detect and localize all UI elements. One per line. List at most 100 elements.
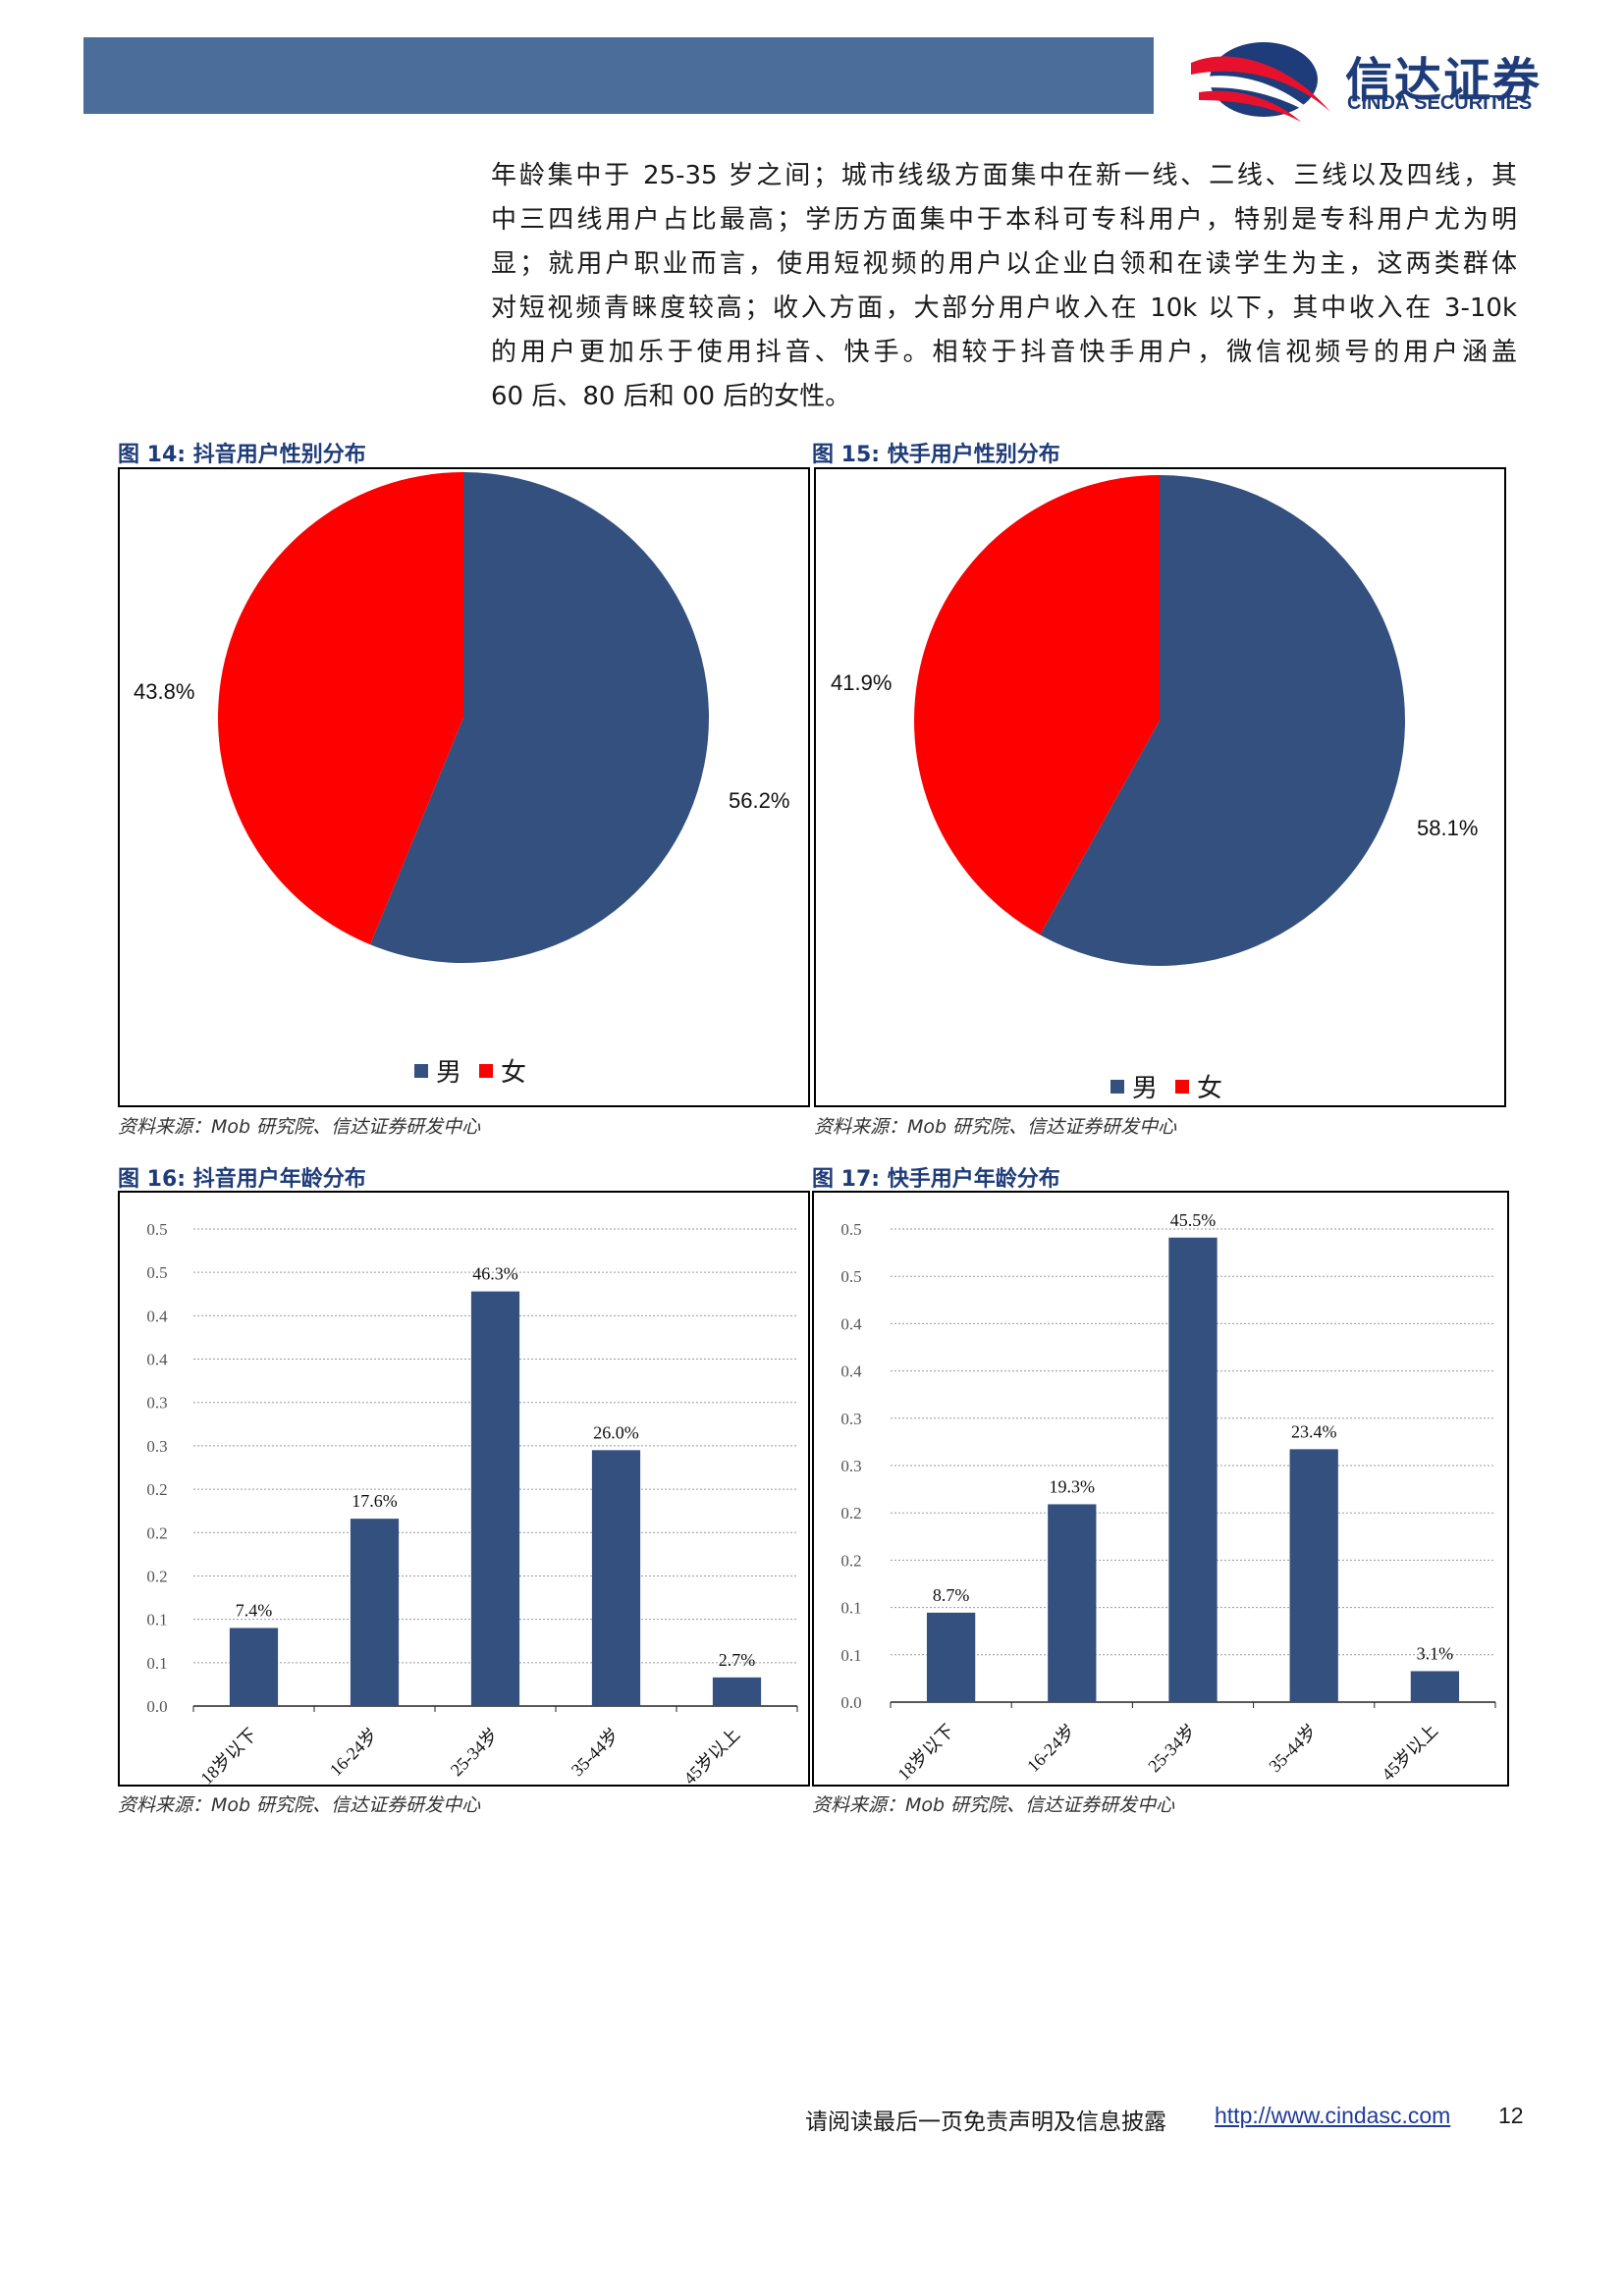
bar (470, 1291, 520, 1706)
y-tick-label: 0.1 (840, 1646, 861, 1665)
figure-15-caption: 图 15: 快手用户性别分布 (812, 443, 1060, 467)
x-tick-label: 16-24岁 (1023, 1721, 1079, 1777)
y-tick-label: 0.3 (840, 1457, 861, 1475)
bar (1410, 1671, 1460, 1702)
disclaimer-text: 请阅读最后一页免责声明及信息披露 (805, 2109, 1166, 2135)
y-tick-label: 0.4 (840, 1314, 862, 1333)
y-tick-label: 0.4 (840, 1362, 862, 1381)
x-tick-label: 18岁以下 (196, 1725, 260, 1785)
bar (350, 1519, 400, 1706)
y-tick-label: 0.1 (146, 1654, 167, 1673)
paragraph-line: 中三四线用户占比最高；学历方面集中于本科可专科用户，特别是专科用户尤为明 (491, 205, 1517, 235)
bar-data-label: 17.6% (352, 1491, 398, 1511)
bar-chart-17: 0.0 0.1 0.1 0.2 0.2 0.3 0.3 0.4 0.4 0.5 0.5 8.7% 18岁… (840, 1210, 1496, 1785)
bar-data-label: 2.7% (719, 1650, 756, 1670)
figure-17-caption: 图 17: 快手用户年龄分布 (812, 1167, 1060, 1192)
bar (1168, 1237, 1218, 1702)
bar-data-label: 45.5% (1170, 1210, 1217, 1230)
figure-16-source: 资料来源：Mob 研究院、信达证券研发中心 (118, 1794, 481, 1816)
y-tick-label: 0.3 (146, 1394, 167, 1413)
paragraph-line: 年龄集中于 25-35 岁之间；城市线级方面集中在新一线、二线、三线以及四线，其 (491, 161, 1517, 190)
pie-slice-female (913, 475, 1160, 935)
bar (1048, 1504, 1097, 1702)
bar (712, 1677, 762, 1706)
figure-17-chart: 0.0 0.1 0.1 0.2 0.2 0.3 0.3 0.4 0.4 0.5 0.5 8.7% 18岁… (812, 1191, 1509, 1787)
bar (926, 1612, 976, 1702)
x-tick-label: 25-34岁 (447, 1725, 503, 1781)
x-tick-label: 45岁以上 (1378, 1721, 1441, 1785)
legend: 男 女 (1110, 1068, 1240, 1104)
x-tick-label: 25-34岁 (1144, 1721, 1200, 1777)
y-tick-label: 0.0 (146, 1697, 167, 1716)
figure-14-source: 资料来源：Mob 研究院、信达证券研发中心 (118, 1116, 481, 1138)
y-tick-label: 0.4 (146, 1307, 168, 1325)
bar-data-label: 23.4% (1291, 1421, 1337, 1441)
legend-swatch-female (479, 1063, 494, 1078)
bar-data-label: 7.4% (236, 1600, 273, 1620)
legend-label-male: 男 (1132, 1074, 1159, 1103)
bar (229, 1628, 279, 1706)
x-tick-label: 16-24岁 (326, 1725, 382, 1781)
figure-14-chart: 43.8% 56.2% 男 女 (118, 467, 810, 1107)
y-tick-label: 0.2 (146, 1523, 167, 1542)
page-number: 12 (1498, 2103, 1524, 2128)
bar-data-label: 46.3% (472, 1264, 518, 1284)
pie-slice-male (370, 472, 709, 963)
figure-16-caption: 图 16: 抖音用户年龄分布 (118, 1167, 366, 1192)
y-tick-label: 0.5 (146, 1220, 167, 1239)
bar-data-label: 26.0% (593, 1422, 639, 1442)
legend-label-male: 男 (436, 1058, 462, 1088)
pie-slice-female (217, 472, 463, 945)
bar-data-label: 19.3% (1050, 1476, 1096, 1496)
x-tick-label: 35-44岁 (568, 1725, 623, 1781)
y-tick-label: 0.2 (840, 1551, 861, 1570)
y-tick-label: 0.3 (840, 1410, 861, 1428)
x-tick-label: 18岁以下 (893, 1721, 957, 1785)
y-tick-label: 0.3 (146, 1437, 167, 1456)
website-link[interactable]: http://www.cindasc.com (1215, 2103, 1451, 2128)
legend: 男 女 (414, 1052, 544, 1089)
pie-slice-male (1040, 475, 1405, 966)
legend-swatch-female (1175, 1079, 1190, 1094)
legend-swatch-male (414, 1063, 428, 1078)
header-bar (83, 37, 1154, 114)
y-tick-label: 0.4 (146, 1351, 168, 1369)
y-tick-label: 0.1 (146, 1611, 167, 1629)
legend-label-female: 女 (1197, 1074, 1223, 1103)
pie-chart-15 (913, 475, 1405, 966)
logo-emblem-icon (1191, 42, 1330, 122)
pie-slice-label: 43.8% (134, 679, 195, 704)
pie-chart-14 (217, 472, 709, 963)
paragraph-line: 显；就用户职业而言，使用短视频的用户以企业白领和在读学生为主，这两类群体 (491, 249, 1517, 279)
company-logo: 信达证券 CINDA SECURITIES (1183, 35, 1586, 124)
paragraph-line: 对短视频青睐度较高；收入方面，大部分用户收入在 10k 以下，其中收入在 3-1… (491, 294, 1517, 323)
y-tick-label: 0.2 (146, 1480, 167, 1499)
logo-chinese-name: 信达证券 (1345, 53, 1543, 108)
figure-15-source: 资料来源：Mob 研究院、信达证券研发中心 (814, 1116, 1177, 1138)
y-tick-label: 0.2 (146, 1567, 167, 1585)
x-tick-label: 45岁以上 (679, 1725, 743, 1785)
bar-chart-16: 0.0 0.1 0.1 0.2 0.2 0.2 0.3 0.3 0.4 0.4 0.5 0.5 7.4%… (146, 1220, 798, 1785)
bar-data-label: 3.1% (1417, 1643, 1454, 1663)
figure-15-chart: 41.9% 58.1% 男 女 (814, 467, 1506, 1107)
bar (1289, 1449, 1338, 1702)
y-tick-label: 0.2 (840, 1504, 861, 1522)
y-tick-label: 0.1 (840, 1599, 861, 1618)
y-tick-label: 0.5 (840, 1267, 861, 1286)
legend-label-female: 女 (501, 1058, 527, 1088)
bar-data-label: 8.7% (933, 1585, 970, 1605)
x-tick-label: 35-44岁 (1265, 1721, 1321, 1777)
paragraph-line: 的用户更加乐于使用抖音、快手。相较于抖音快手用户，微信视频号的用户涵盖 (491, 338, 1517, 367)
legend-swatch-male (1110, 1079, 1124, 1094)
figure-14-caption: 图 14: 抖音用户性别分布 (118, 443, 366, 467)
y-tick-label: 0.0 (840, 1693, 861, 1712)
pie-slice-label: 58.1% (1417, 816, 1479, 840)
pie-slice-label: 41.9% (831, 670, 893, 695)
pie-slice-label: 56.2% (729, 788, 790, 813)
paragraph-line: 60 后、80 后和 00 后的女性。 (491, 382, 851, 411)
figure-17-source: 资料来源：Mob 研究院、信达证券研发中心 (812, 1794, 1175, 1816)
figure-16-chart: 0.0 0.1 0.1 0.2 0.2 0.2 0.3 0.3 0.4 0.4 0.5 0.5 7.4%… (118, 1191, 810, 1787)
y-tick-label: 0.5 (146, 1263, 167, 1282)
bar (591, 1450, 641, 1706)
y-tick-label: 0.5 (840, 1220, 861, 1239)
